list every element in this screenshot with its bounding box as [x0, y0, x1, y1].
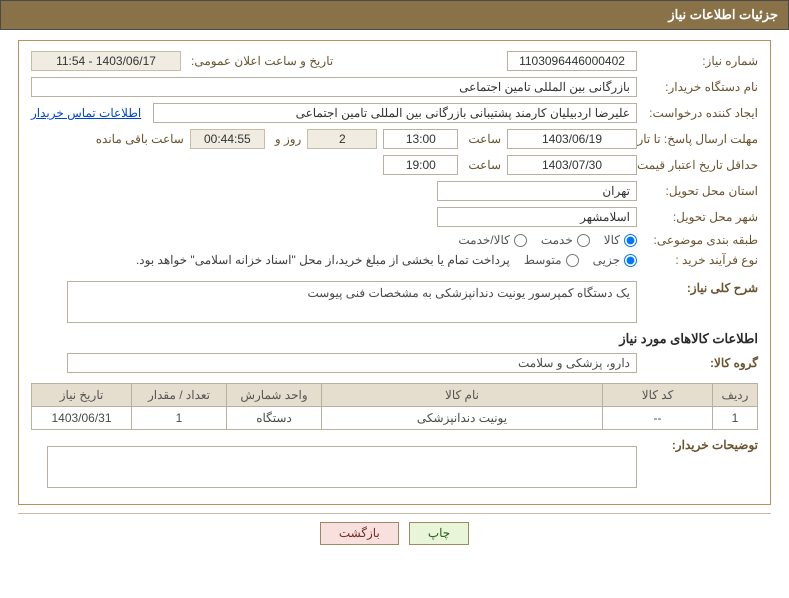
th-row: ردیف — [713, 384, 758, 407]
validity-date-field: 1403/07/30 — [507, 155, 637, 175]
cell-qty: 1 — [132, 407, 227, 430]
comments-box — [47, 446, 637, 488]
radio-goods-input[interactable] — [624, 234, 637, 247]
validity-time-field: 19:00 — [383, 155, 458, 175]
days-field: 2 — [307, 129, 377, 149]
row-summary: شرح کلی نیاز: یک دستگاه کمپرسور یونیت دن… — [31, 281, 758, 323]
summary-label: شرح کلی نیاز: — [643, 281, 758, 295]
items-section-title: اطلاعات کالاهای مورد نیاز — [31, 331, 758, 347]
table-header-row: ردیف کد کالا نام کالا واحد شمارش تعداد /… — [32, 384, 758, 407]
button-bar: چاپ بازگشت — [0, 522, 789, 545]
countdown-field: 00:44:55 — [190, 129, 265, 149]
cell-unit: دستگاه — [227, 407, 322, 430]
cell-row: 1 — [713, 407, 758, 430]
row-comments: توضیحات خریدار: — [31, 438, 758, 488]
contact-link[interactable]: اطلاعات تماس خریدار — [31, 106, 141, 120]
remain-label: ساعت باقی مانده — [92, 132, 184, 146]
radio-both-input[interactable] — [514, 234, 527, 247]
row-need-number: شماره نیاز: 1103096446000402 تاریخ و ساع… — [31, 51, 758, 71]
row-validity: حداقل تاریخ اعتبار قیمت: تا تاریخ: 1403/… — [31, 155, 758, 175]
radio-minor-input[interactable] — [624, 254, 637, 267]
validity-label: حداقل تاریخ اعتبار قیمت: تا تاریخ: — [643, 158, 758, 172]
category-label: طبقه بندی موضوعی: — [643, 233, 758, 247]
row-buyer-org: نام دستگاه خریدار: بازرگانی بین المللی ت… — [31, 77, 758, 97]
row-deadline: مهلت ارسال پاسخ: تا تاریخ: 1403/06/19 سا… — [31, 129, 758, 149]
need-number-field: 1103096446000402 — [507, 51, 637, 71]
row-group: گروه کالا: دارو، پزشکی و سلامت — [31, 353, 758, 373]
radio-goods[interactable]: کالا — [604, 233, 637, 247]
radio-service[interactable]: خدمت — [541, 233, 590, 247]
th-date: تاریخ نیاز — [32, 384, 132, 407]
radio-both[interactable]: کالا/خدمت — [458, 233, 526, 247]
cell-code: -- — [603, 407, 713, 430]
process-radio-group: جزیی متوسط — [524, 253, 637, 267]
process-label: نوع فرآیند خرید : — [643, 253, 758, 267]
th-name: نام کالا — [322, 384, 603, 407]
announce-label: تاریخ و ساعت اعلان عمومی: — [187, 54, 333, 68]
print-button[interactable]: چاپ — [409, 522, 469, 545]
city-field: اسلامشهر — [437, 207, 637, 227]
group-label: گروه کالا: — [643, 356, 758, 370]
comments-label: توضیحات خریدار: — [643, 438, 758, 452]
summary-field: یک دستگاه کمپرسور یونیت دندانپزشکی به مش… — [67, 281, 637, 323]
radio-service-input[interactable] — [577, 234, 590, 247]
main-panel: شماره نیاز: 1103096446000402 تاریخ و ساع… — [18, 40, 771, 505]
row-province: استان محل تحویل: تهران — [31, 181, 758, 201]
th-code: کد کالا — [603, 384, 713, 407]
time-label-2: ساعت — [464, 158, 501, 172]
radio-medium-input[interactable] — [566, 254, 579, 267]
divider — [18, 513, 771, 514]
buyer-org-field: بازرگانی بین المللی تامین اجتماعی — [31, 77, 637, 97]
panel-header: جزئیات اطلاعات نیاز — [0, 0, 789, 30]
items-table: ردیف کد کالا نام کالا واحد شمارش تعداد /… — [31, 383, 758, 430]
row-category: طبقه بندی موضوعی: کالا خدمت کالا/خدمت — [31, 233, 758, 247]
group-field: دارو، پزشکی و سلامت — [67, 353, 637, 373]
cell-name: یونیت دندانپزشکی — [322, 407, 603, 430]
th-unit: واحد شمارش — [227, 384, 322, 407]
announce-field: 1403/06/17 - 11:54 — [31, 51, 181, 71]
back-button[interactable]: بازگشت — [320, 522, 399, 545]
cell-date: 1403/06/31 — [32, 407, 132, 430]
province-field: تهران — [437, 181, 637, 201]
table-row: 1 -- یونیت دندانپزشکی دستگاه 1 1403/06/3… — [32, 407, 758, 430]
buyer-org-label: نام دستگاه خریدار: — [643, 80, 758, 94]
row-requester: ایجاد کننده درخواست: علیرضا اردبیلیان کا… — [31, 103, 758, 123]
th-qty: تعداد / مقدار — [132, 384, 227, 407]
purchase-note: پرداخت تمام یا بخشی از مبلغ خرید،از محل … — [136, 253, 510, 267]
deadline-date-field: 1403/06/19 — [507, 129, 637, 149]
time-label-1: ساعت — [464, 132, 501, 146]
days-and-label: روز و — [271, 132, 302, 146]
need-number-label: شماره نیاز: — [643, 54, 758, 68]
deadline-label: مهلت ارسال پاسخ: تا تاریخ: — [643, 132, 758, 146]
radio-minor[interactable]: جزیی — [593, 253, 637, 267]
panel-title: جزئیات اطلاعات نیاز — [668, 7, 778, 22]
deadline-time-field: 13:00 — [383, 129, 458, 149]
requester-label: ایجاد کننده درخواست: — [643, 106, 758, 120]
radio-medium[interactable]: متوسط — [524, 253, 579, 267]
province-label: استان محل تحویل: — [643, 184, 758, 198]
city-label: شهر محل تحویل: — [643, 210, 758, 224]
row-city: شهر محل تحویل: اسلامشهر — [31, 207, 758, 227]
category-radio-group: کالا خدمت کالا/خدمت — [458, 233, 637, 247]
requester-field: علیرضا اردبیلیان کارمند پشتیبانی بازرگان… — [153, 103, 637, 123]
row-process: نوع فرآیند خرید : جزیی متوسط پرداخت تمام… — [31, 253, 758, 267]
